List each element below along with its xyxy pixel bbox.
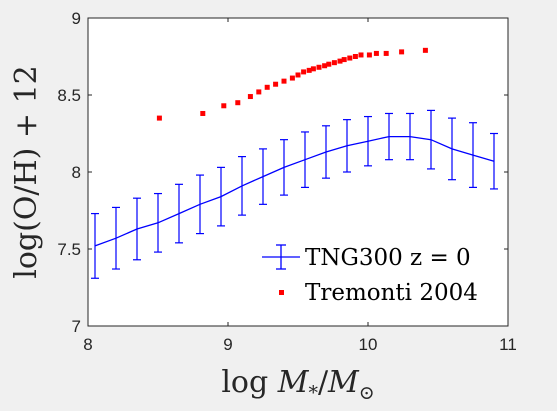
- tremonti-point: [256, 89, 262, 95]
- y-tick-label: 7: [72, 317, 81, 336]
- tng300-errorbar: [490, 132, 498, 190]
- tremonti-point: [200, 110, 206, 116]
- tng300-errorbar: [427, 109, 435, 170]
- tng300-errorbar: [469, 122, 477, 188]
- tremonti-point: [373, 50, 379, 56]
- tng300-errorbar: [406, 112, 414, 161]
- tng300-errorbar: [154, 192, 162, 253]
- tremonti-point: [289, 75, 295, 81]
- tng300-errorbar: [343, 119, 351, 173]
- tremonti-point: [221, 103, 227, 109]
- tremonti-point: [316, 64, 322, 70]
- legend-item-tremonti: Tremonti 2004: [279, 280, 478, 306]
- legend-marker-errorbar: [262, 244, 300, 270]
- tremonti-point: [156, 115, 162, 121]
- tng300-errorbar: [448, 117, 456, 181]
- tng300-errorbar: [280, 139, 288, 196]
- legend-marker-square: [279, 290, 284, 295]
- tremonti-point: [366, 52, 372, 58]
- tng300-errorbar: [112, 206, 120, 270]
- y-tick-label: 8: [72, 163, 81, 182]
- tng300-errorbar: [217, 166, 225, 227]
- tng300-errorbar: [385, 112, 393, 161]
- legend-item-tng300: TNG300 z = 0: [262, 244, 471, 271]
- tremonti-point: [341, 57, 347, 63]
- y-axis-label: log(O/H) + 12: [9, 65, 44, 279]
- x-tick-label: 10: [359, 335, 378, 354]
- tng300-errorbar: [301, 131, 309, 188]
- tremonti-point: [358, 52, 364, 58]
- tremonti-point: [422, 47, 428, 53]
- x-tick-label: 8: [83, 335, 92, 354]
- tng300-errorbar: [259, 148, 267, 205]
- tremonti-point: [235, 100, 241, 106]
- tng300-errorbar: [91, 212, 99, 279]
- tng300-errorbar: [322, 125, 330, 179]
- tremonti-point: [326, 61, 332, 67]
- tremonti-point: [347, 55, 353, 61]
- tng300-errorbar: [238, 156, 246, 216]
- tremonti-point: [352, 54, 358, 59]
- tremonti-point: [399, 49, 405, 55]
- y-axis-ticks: 7 7.5 8 8.5 9: [57, 9, 508, 336]
- tremonti-point: [281, 78, 287, 84]
- tng300-line: [94, 135, 495, 247]
- tng300-series: [91, 109, 498, 279]
- tremonti-point: [247, 94, 253, 100]
- legend-label-tremonti: Tremonti 2004: [305, 280, 478, 306]
- tremonti-point: [306, 67, 312, 73]
- tremonti-point: [331, 60, 337, 66]
- tremonti-series: [156, 47, 428, 121]
- x-axis-label: log M*/M⊙: [221, 365, 374, 404]
- y-tick-label: 9: [72, 9, 81, 28]
- legend: TNG300 z = 0 Tremonti 2004: [262, 244, 478, 306]
- plot-area: [87, 17, 509, 327]
- tremonti-point: [322, 63, 328, 69]
- tremonti-point: [273, 81, 279, 87]
- tng300-errorbar: [133, 197, 141, 261]
- tremonti-point: [310, 66, 316, 72]
- x-axis-ticks: 8 9 10 11: [83, 18, 517, 354]
- tremonti-point: [301, 69, 307, 75]
- tng300-errorbar: [196, 174, 204, 235]
- tremonti-point: [264, 84, 270, 90]
- tng300-errorbar: [364, 115, 372, 167]
- y-tick-label: 7.5: [57, 240, 81, 259]
- y-tick-label: 8.5: [57, 86, 81, 105]
- x-tick-label: 11: [499, 335, 517, 354]
- legend-label-tng300: TNG300 z = 0: [305, 245, 471, 271]
- x-tick-label: 9: [223, 335, 232, 354]
- tremonti-point: [295, 72, 301, 78]
- tremonti-point: [383, 50, 389, 56]
- tng300-errorbar: [175, 183, 183, 244]
- tremonti-point: [337, 58, 343, 64]
